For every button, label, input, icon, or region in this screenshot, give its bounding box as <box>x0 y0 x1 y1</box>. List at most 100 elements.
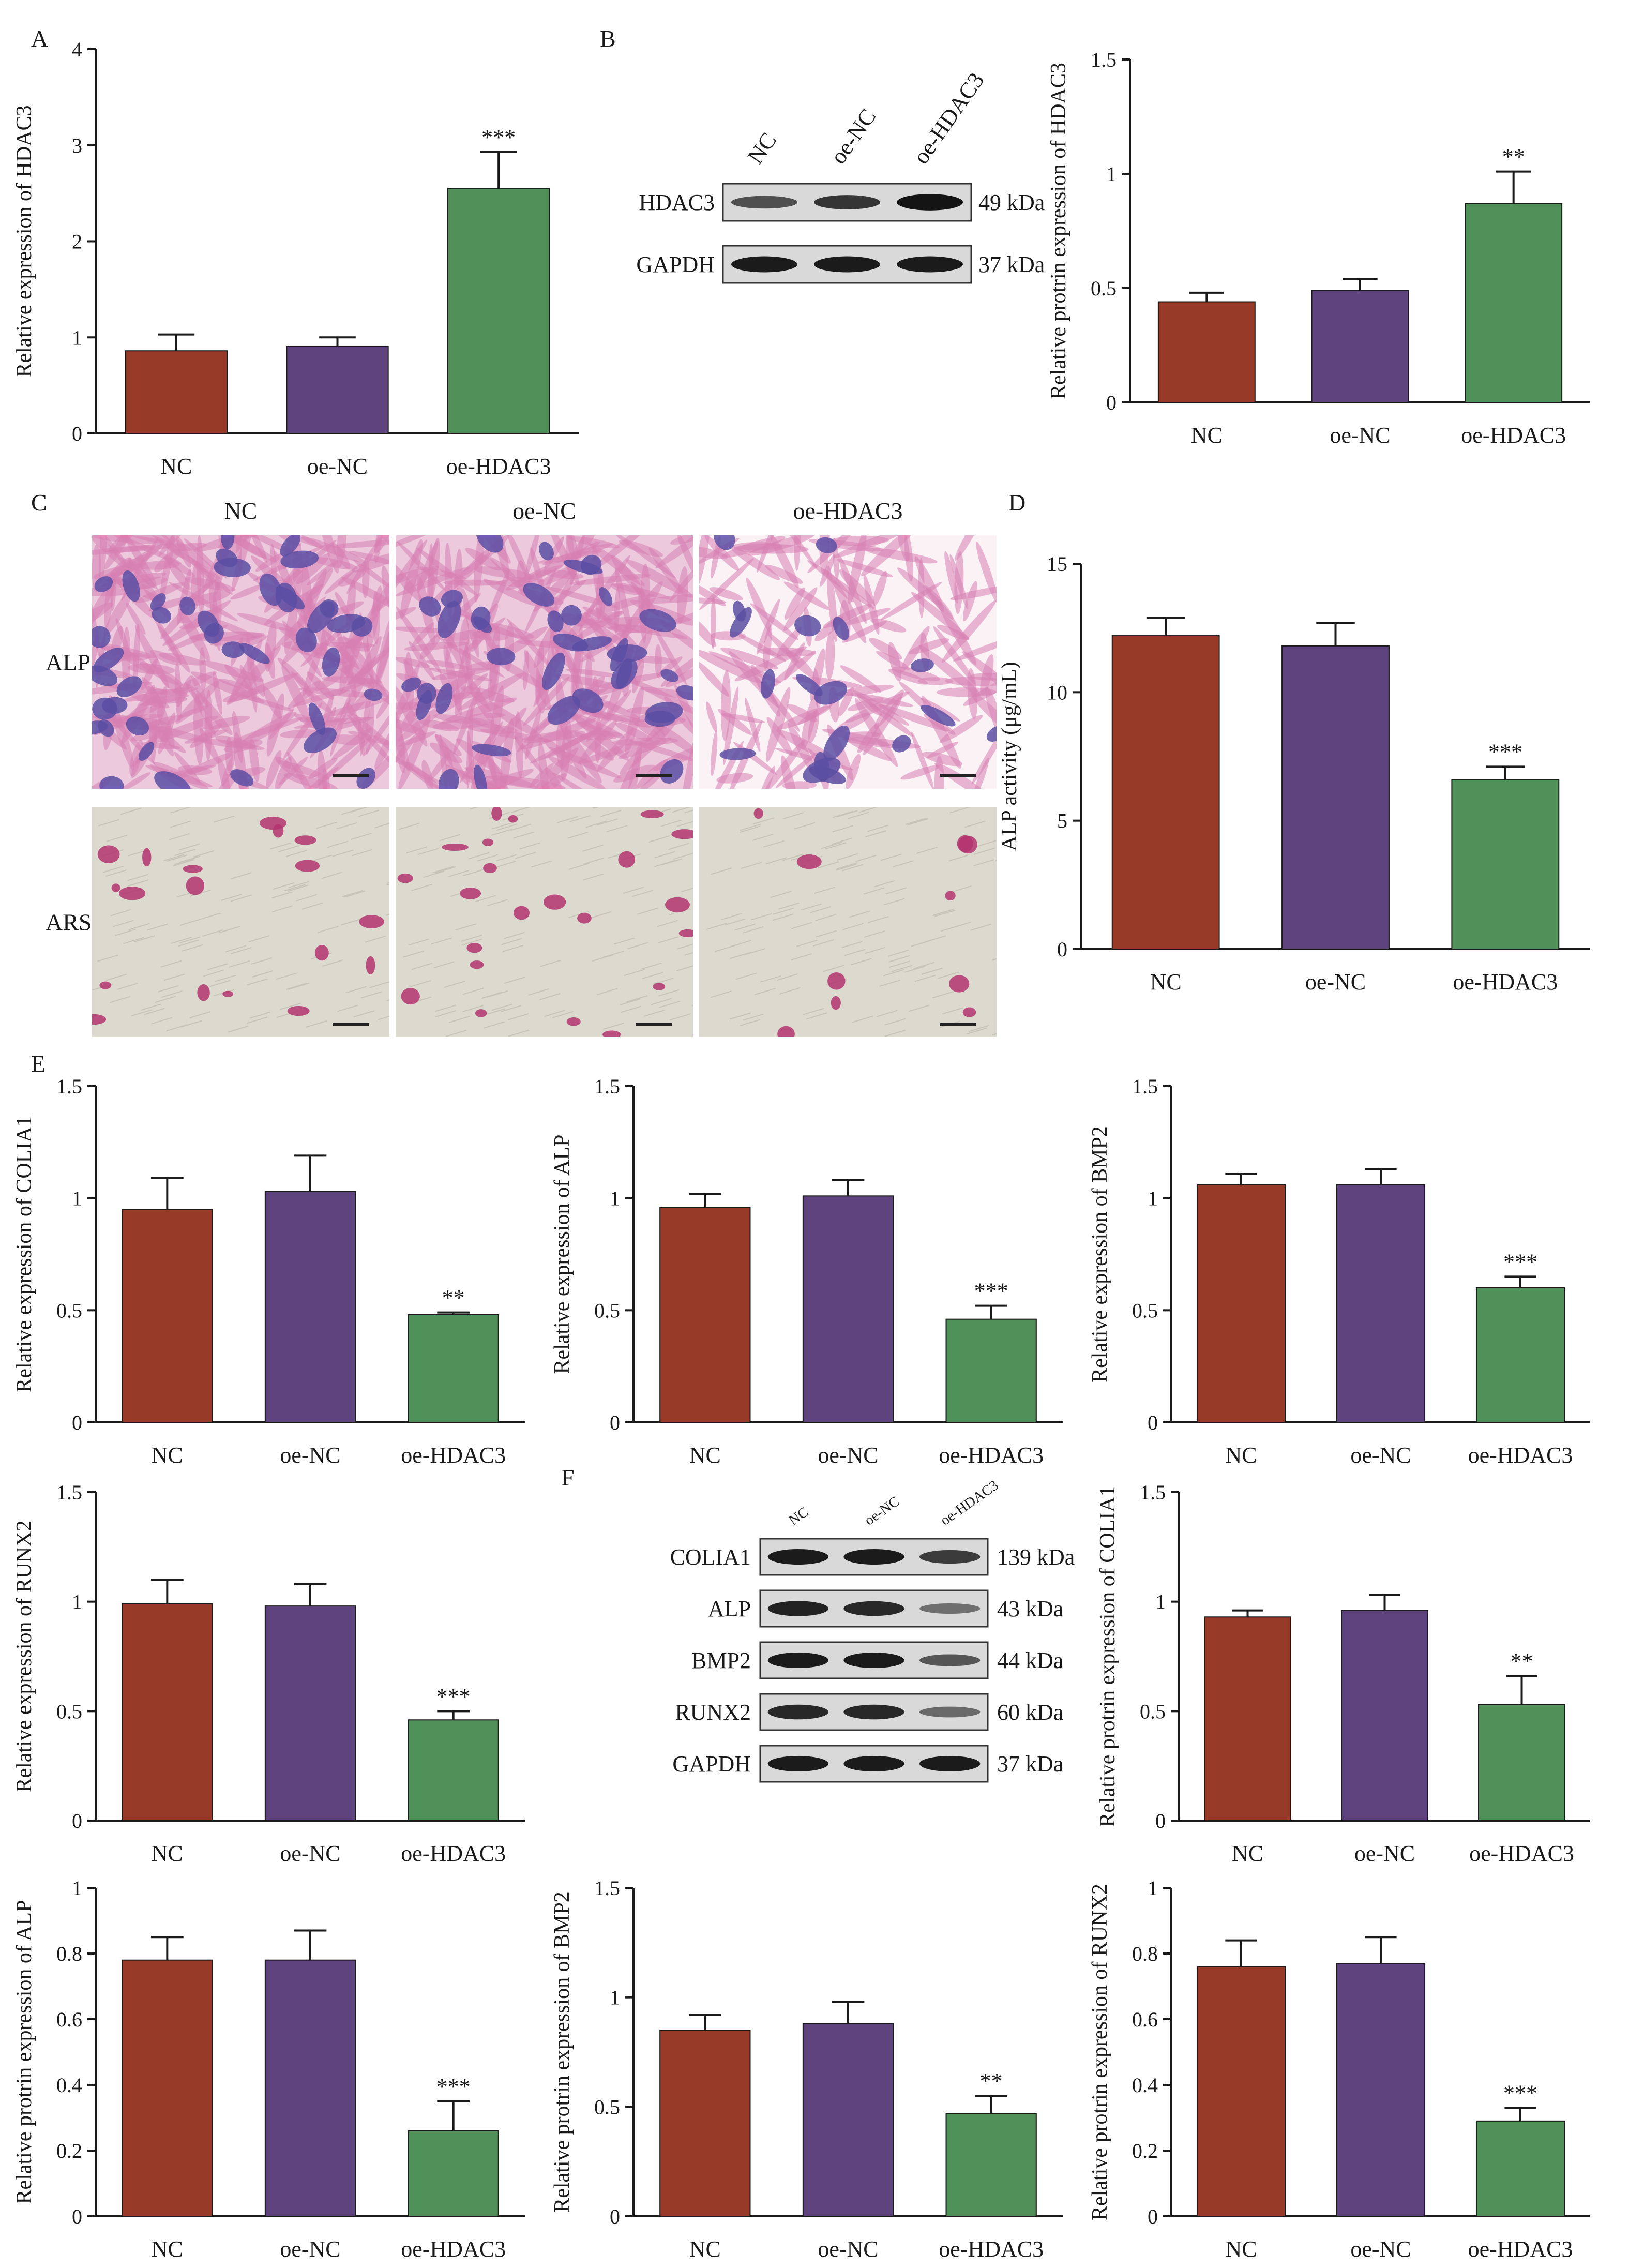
scale-bar <box>940 1023 976 1026</box>
x-tick-label-oe-hdac3: oe-HDAC3 <box>446 454 551 479</box>
bar-oe-hdac3 <box>1451 779 1560 950</box>
stain-image-alp-oe-nc <box>396 535 693 789</box>
y-tick-label: 0.5 <box>594 1299 620 1322</box>
lane-label-oe-nc: oe-NC <box>825 104 881 169</box>
y-tick-label: 0.6 <box>1132 2008 1158 2031</box>
x-tick-label-nc: NC <box>152 1443 183 1468</box>
bar-oe-hdac3 <box>408 1314 499 1423</box>
y-tick-label: 1.5 <box>56 1075 82 1098</box>
bar-oe-hdac3 <box>1478 1704 1565 1821</box>
scale-bar <box>333 1023 369 1026</box>
lane-label-oe-hdac3: oe-HDAC3 <box>908 68 989 168</box>
kda-label-hdac3: 49 kDa <box>978 190 1045 215</box>
y-tick-label: 1.5 <box>1091 48 1117 71</box>
x-tick-label-oe-nc: oe-NC <box>1350 1443 1411 1468</box>
blot-band <box>814 195 880 209</box>
x-tick-label-oe-nc: oe-NC <box>1350 2236 1411 2262</box>
x-tick-label-oe-hdac3: oe-HDAC3 <box>939 1443 1044 1468</box>
blot-band <box>814 256 880 273</box>
y-tick-label: 1 <box>72 1590 82 1614</box>
bar-oe-hdac3 <box>408 2130 499 2217</box>
lane-label-nc: NC <box>786 1504 812 1529</box>
y-tick-label: 0.5 <box>1140 1700 1166 1723</box>
stain-image-ars-oe-nc <box>396 807 693 1037</box>
y-tick-label: 1.5 <box>56 1481 82 1504</box>
x-tick-label-nc: NC <box>1150 969 1182 995</box>
blot-band <box>843 1652 904 1669</box>
x-tick-label-oe-hdac3: oe-HDAC3 <box>1461 423 1566 448</box>
y-tick-label: 10 <box>1047 681 1067 704</box>
stain-column-nc: NC <box>224 498 258 524</box>
y-tick-label: 0 <box>610 2205 620 2228</box>
y-axis-label: Relative expression of COLIA1 <box>12 1116 36 1392</box>
blot-band <box>919 1755 981 1772</box>
y-axis-label: Relative expression of HDAC3 <box>12 105 36 377</box>
significance-oe-hdac3: ** <box>1502 144 1525 170</box>
x-tick-label-oe-hdac3: oe-HDAC3 <box>401 2236 506 2262</box>
chart-F-protein-bmp2: 0 0.5 1 1.5 Relative protrin expression of B… <box>550 1876 1063 2262</box>
y-tick-label: 0 <box>72 1809 82 1833</box>
stain-row-alp: ALP <box>46 649 90 675</box>
bar-oe-nc <box>264 1605 356 1821</box>
x-tick-label-nc: NC <box>1232 1841 1263 1866</box>
x-tick-label-oe-hdac3: oe-HDAC3 <box>939 2236 1044 2262</box>
blot-band <box>919 1550 981 1564</box>
chart-E-mrna-colia1: 0 0.5 1 1.5 Relative expression of COLIA1 NC o… <box>12 1075 525 1468</box>
bar-oe-hdac3 <box>945 2113 1037 2217</box>
western-blot-western_b: NC oe-NC oe-HDAC3 HDAC3 49 kDa GAPDH 37 kDa <box>636 68 1045 284</box>
blot-band <box>731 256 797 273</box>
y-tick-label: 0 <box>1148 1411 1158 1434</box>
y-tick-label: 0 <box>1106 391 1117 414</box>
panel-letter-c: C <box>31 489 47 516</box>
bar-oe-hdac3 <box>945 1318 1037 1423</box>
y-axis-label: Relative expression of ALP <box>550 1134 574 1374</box>
bar-nc <box>1196 1966 1286 2217</box>
x-tick-label-oe-nc: oe-NC <box>280 1443 340 1468</box>
x-tick-label-nc: NC <box>689 2236 721 2262</box>
x-tick-label-oe-hdac3: oe-HDAC3 <box>1468 2236 1573 2262</box>
kda-label-runx2: 60 kDa <box>997 1700 1063 1725</box>
x-tick-label-oe-nc: oe-NC <box>1330 423 1390 448</box>
significance-oe-hdac3: *** <box>481 125 516 150</box>
x-tick-label-nc: NC <box>1191 423 1223 448</box>
x-tick-label-oe-hdac3: oe-HDAC3 <box>1469 1841 1574 1866</box>
y-axis-label: Relative protrin expression of RUNX2 <box>1088 1884 1112 2220</box>
x-tick-label-nc: NC <box>689 1443 721 1468</box>
western-blot-western_f: NC oe-NC oe-HDAC3 COLIA1 139 kDa ALP 43 kDa BMP… <box>670 1477 1075 1783</box>
bar-oe-nc <box>264 1959 356 2217</box>
y-tick-label: 1 <box>72 326 82 349</box>
y-tick-label: 0.4 <box>56 2074 82 2097</box>
bar-nc <box>122 1603 213 1821</box>
blot-band <box>767 1601 829 1616</box>
y-tick-label: 0.5 <box>56 1700 82 1723</box>
x-tick-label-oe-nc: oe-NC <box>818 1443 878 1468</box>
chart-F-protein-runx2: 0 0.2 0.4 0.6 0.8 1 Relative protrin expressio… <box>1088 1876 1590 2262</box>
protein-label-gapdh: GAPDH <box>636 252 715 277</box>
blot-band <box>767 1549 829 1565</box>
blot-band <box>843 1549 904 1565</box>
kda-label-gapdh: 37 kDa <box>997 1751 1063 1777</box>
y-tick-label: 0 <box>1057 938 1067 961</box>
scale-bar <box>636 774 672 777</box>
x-tick-label-nc: NC <box>1225 1443 1257 1468</box>
bar-oe-hdac3 <box>1475 1287 1565 1423</box>
panel-letter-f: F <box>561 1464 575 1491</box>
panel-letter-b: B <box>600 25 616 52</box>
bar-oe-hdac3 <box>447 188 550 434</box>
chart-A-mrna-hdac3: 0 1 2 3 4 Relative expression of HDAC3 NC oe-NC… <box>12 38 579 479</box>
x-tick-label-oe-hdac3: oe-HDAC3 <box>1468 1443 1573 1468</box>
significance-oe-hdac3: *** <box>436 2074 471 2099</box>
scale-bar <box>333 774 369 777</box>
stain-column-oe-nc: oe-NC <box>512 498 576 524</box>
bar-oe-nc <box>802 1195 894 1423</box>
bar-oe-nc <box>1281 645 1390 950</box>
protein-label-hdac3: HDAC3 <box>639 190 715 215</box>
blot-band <box>843 1601 904 1616</box>
blot-band <box>767 1652 829 1669</box>
blot-band <box>731 196 797 209</box>
blot-band <box>843 1755 904 1772</box>
stain-image-ars-nc <box>92 807 389 1037</box>
bar-nc <box>122 1209 213 1423</box>
scale-bar <box>636 1023 672 1026</box>
